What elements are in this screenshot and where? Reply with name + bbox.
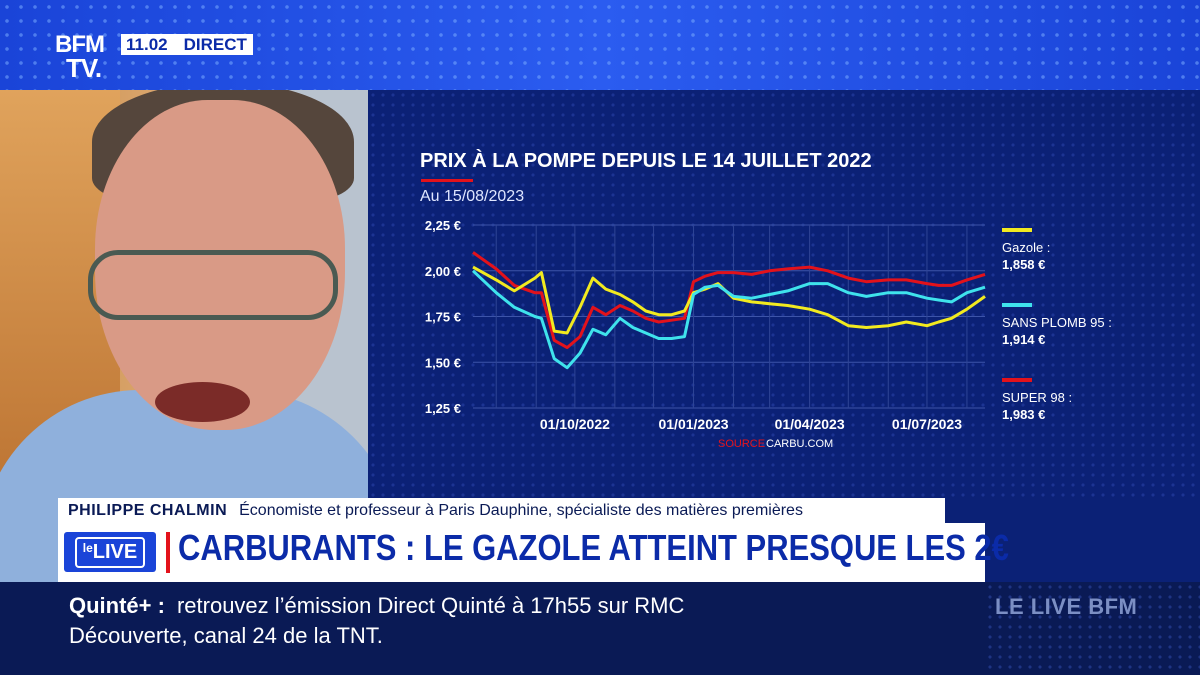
logo-top: BFM xyxy=(55,31,105,58)
legend-super98: SUPER 98 : 1,983 € xyxy=(1002,378,1072,423)
channel-logo: BFM TV. xyxy=(55,31,117,85)
x-tick-label: 01/10/2022 xyxy=(540,416,610,432)
legend-swatch-sp95 xyxy=(1002,303,1032,307)
brand-box xyxy=(985,582,1200,675)
y-tick-label: 2,25 € xyxy=(425,218,461,233)
x-tick-label: 01/01/2023 xyxy=(658,416,728,432)
headline-bar xyxy=(58,523,985,582)
y-tick-label: 2,00 € xyxy=(425,264,461,279)
chart-panel xyxy=(368,90,1200,502)
legend-swatch-super98 xyxy=(1002,378,1032,382)
series-line-sp95 xyxy=(471,269,986,370)
x-tick-label: 01/04/2023 xyxy=(775,416,845,432)
legend-value-gazole: 1,858 € xyxy=(1002,257,1046,272)
legend-sp95: SANS PLOMB 95 : 1,914 € xyxy=(1002,303,1112,348)
chart-title: PRIX À LA POMPE DEPUIS LE 14 JUILLET 202… xyxy=(420,150,872,172)
title-underline xyxy=(421,179,473,182)
price-chart: 2,25 € 2,00 € 1,75 € 1,50 € 1,25 € 01/10/2022… xyxy=(425,218,986,450)
headline-text: CARBURANTS : LE GAZOLE ATTEINT PRESQUE L… xyxy=(178,527,1009,568)
live-badge-prefix: le xyxy=(82,540,93,555)
guest-face xyxy=(95,100,345,430)
series-line-super98 xyxy=(472,251,986,350)
x-tick-label: 01/07/2023 xyxy=(892,416,962,432)
source-name: CARBU.COM xyxy=(766,438,833,450)
ticker-line-1: Quinté+ : retrouvez l’émission Direct Qui… xyxy=(69,593,684,619)
y-tick-label: 1,25 € xyxy=(425,401,461,416)
legend-swatch-gazole xyxy=(1002,228,1032,232)
legend-value-super98: 1,983 € xyxy=(1002,407,1046,422)
live-status: DIRECT xyxy=(183,34,247,54)
legend-value-sp95: 1,914 € xyxy=(1002,332,1046,347)
y-tick-label: 1,50 € xyxy=(425,355,461,370)
legend-gazole: Gazole : 1,858 € xyxy=(1002,228,1050,273)
guest-glasses xyxy=(88,250,338,320)
ticker-text-1: retrouvez l’émission Direct Quinté à 17h… xyxy=(176,593,685,618)
guest-name: PHILIPPE CHALMIN xyxy=(68,501,228,519)
time-status-box: 11.02 DIRECT xyxy=(121,34,253,55)
live-badge-label: LIVE xyxy=(92,540,138,563)
source-label: SOURCE xyxy=(718,438,765,450)
guest-mouth xyxy=(155,382,250,422)
brand-label: LE LIVE BFM xyxy=(995,594,1138,619)
ticker-label: Quinté+ : xyxy=(69,593,165,618)
legend-label-super98: SUPER 98 : xyxy=(1002,390,1073,405)
logo-bottom: TV. xyxy=(66,53,102,83)
legend-label-gazole: Gazole : xyxy=(1002,240,1051,255)
chart-subtitle: Au 15/08/2023 xyxy=(420,188,525,205)
y-tick-label: 1,75 € xyxy=(425,310,461,325)
news-ticker xyxy=(0,582,985,675)
guest-name-strap: PHILIPPE CHALMIN Économiste et professeu… xyxy=(58,498,945,523)
top-banner xyxy=(0,0,1200,90)
clock-time: 11.02 xyxy=(126,34,168,54)
live-badge: leLIVE xyxy=(64,532,156,572)
legend-label-sp95: SANS PLOMB 95 : xyxy=(1002,315,1112,330)
ticker-line-2: Découverte, canal 24 de la TNT. xyxy=(69,623,383,648)
guest-role: Économiste et professeur à Paris Dauphin… xyxy=(239,501,803,519)
headline-divider xyxy=(166,532,170,573)
live-badge-text: leLIVE xyxy=(74,536,146,568)
